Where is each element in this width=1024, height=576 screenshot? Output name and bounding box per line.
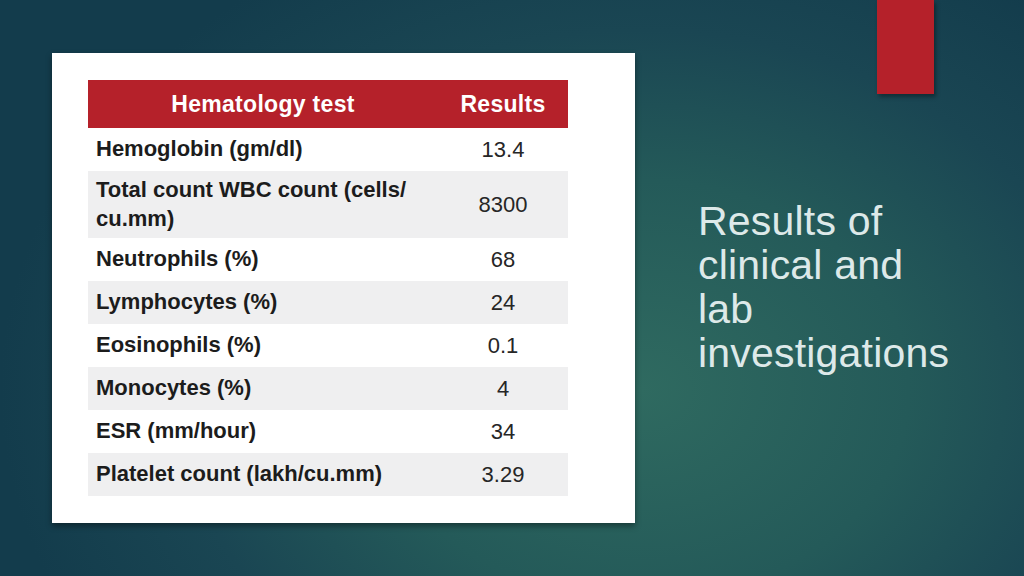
row-value: 4 xyxy=(438,367,568,410)
table-header-test: Hematology test xyxy=(88,80,438,128)
row-value: 68 xyxy=(438,238,568,281)
row-value: 0.1 xyxy=(438,324,568,367)
row-label: Monocytes (%) xyxy=(88,367,438,410)
row-value: 13.4 xyxy=(438,128,568,171)
table-header-results: Results xyxy=(438,80,568,128)
row-label: Lymphocytes (%) xyxy=(88,281,438,324)
row-value: 34 xyxy=(438,410,568,453)
table-row: Lymphocytes (%) 24 xyxy=(88,281,568,324)
table-body: Hemoglobin (gm/dl) 13.4 Total count WBC … xyxy=(88,128,568,496)
table-row: ESR (mm/hour) 34 xyxy=(88,410,568,453)
row-label: Platelet count (lakh/cu.mm) xyxy=(88,453,438,496)
table-card: Hematology test Results Hemoglobin (gm/d… xyxy=(52,53,635,523)
table-row: Platelet count (lakh/cu.mm) 3.29 xyxy=(88,453,568,496)
row-label: Hemoglobin (gm/dl) xyxy=(88,128,438,171)
table-row: Monocytes (%) 4 xyxy=(88,367,568,410)
row-value: 3.29 xyxy=(438,453,568,496)
row-label: Eosinophils (%) xyxy=(88,324,438,367)
row-label: Total count WBC count (cells/ cu.mm) xyxy=(88,171,438,238)
row-value: 8300 xyxy=(438,171,568,238)
table-header-row: Hematology test Results xyxy=(88,80,568,128)
row-label: Neutrophils (%) xyxy=(88,238,438,281)
table-row: Total count WBC count (cells/ cu.mm) 830… xyxy=(88,171,568,238)
accent-rectangle xyxy=(877,0,934,94)
row-label: ESR (mm/hour) xyxy=(88,410,438,453)
table-row: Hemoglobin (gm/dl) 13.4 xyxy=(88,128,568,171)
slide-title: Results of clinical and lab investigatio… xyxy=(698,199,998,375)
slide-background: Hematology test Results Hemoglobin (gm/d… xyxy=(0,0,1024,576)
table-row: Eosinophils (%) 0.1 xyxy=(88,324,568,367)
table-row: Neutrophils (%) 68 xyxy=(88,238,568,281)
row-value: 24 xyxy=(438,281,568,324)
hematology-table: Hematology test Results Hemoglobin (gm/d… xyxy=(88,80,568,496)
